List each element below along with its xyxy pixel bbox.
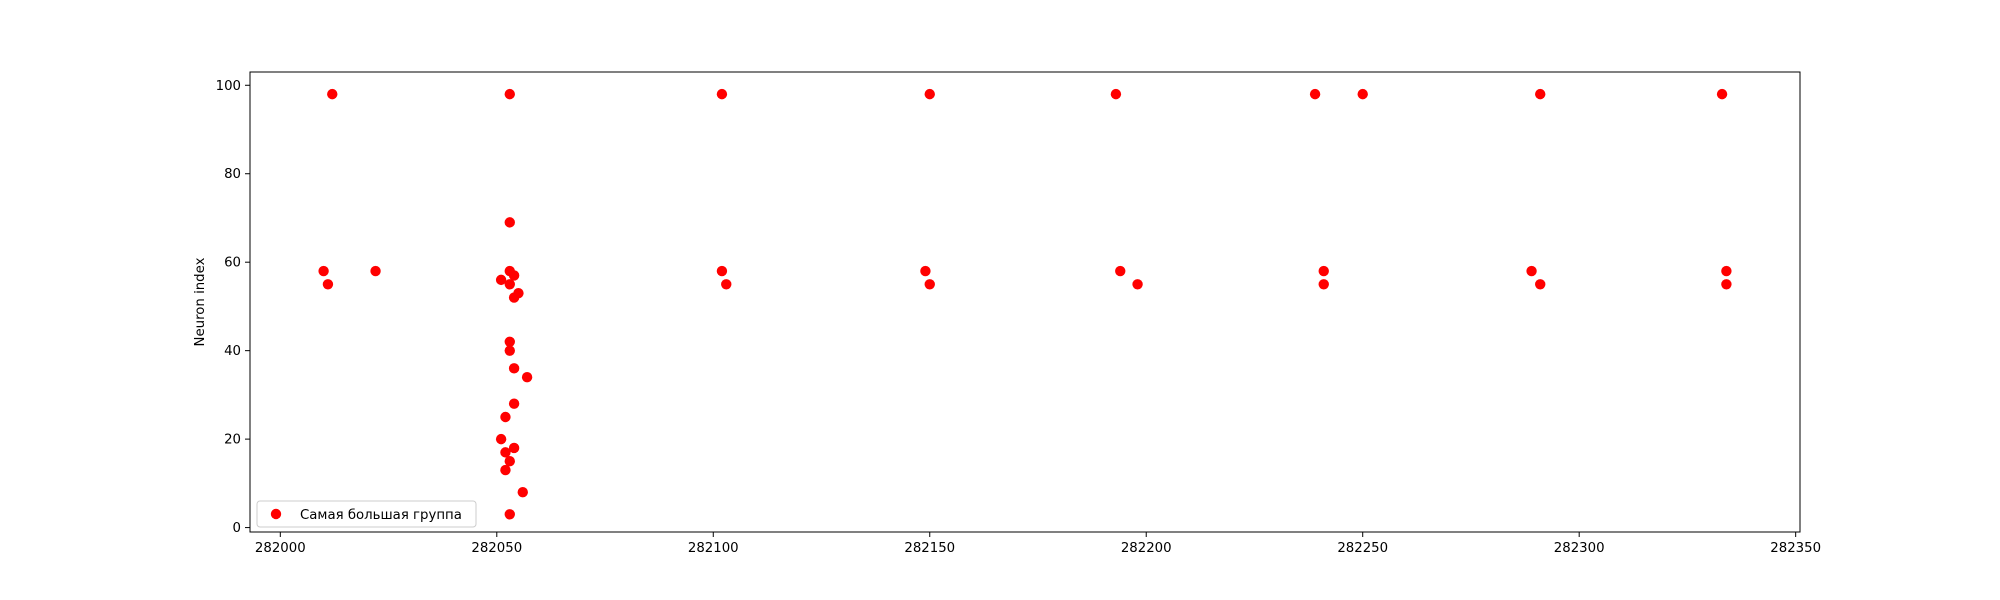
data-point <box>504 88 515 100</box>
data-point <box>1526 265 1537 277</box>
data-point <box>322 279 334 290</box>
data-point <box>721 279 732 290</box>
data-point <box>1721 265 1732 277</box>
data-point <box>1309 88 1321 100</box>
data-point <box>1318 279 1329 290</box>
data-point <box>1132 279 1143 290</box>
data-point <box>1318 265 1329 277</box>
data-point <box>508 270 520 281</box>
data-point <box>327 88 338 100</box>
x-tick-label: 282100 <box>688 541 739 556</box>
data-point <box>504 509 515 520</box>
data-point <box>370 265 381 277</box>
data-point <box>716 265 728 277</box>
data-point <box>508 363 520 374</box>
x-tick-label: 282300 <box>1554 541 1605 556</box>
data-point <box>920 265 931 277</box>
data-point <box>1721 279 1732 290</box>
legend-marker <box>270 508 282 520</box>
y-axis: 0 20 40 60 80 100 <box>216 79 250 536</box>
data-point <box>521 371 533 383</box>
data-point <box>495 433 507 445</box>
legend-label: Самая большая группа <box>300 507 462 523</box>
data-point <box>1110 88 1122 100</box>
data-point <box>318 265 329 277</box>
legend: Самая большая группа <box>256 500 477 528</box>
y-tick-label: 40 <box>224 344 241 359</box>
data-point <box>500 411 511 423</box>
legend-box <box>256 500 477 528</box>
data-point <box>504 456 515 467</box>
data-point <box>716 88 728 100</box>
data-point <box>924 279 935 290</box>
x-axis: 282000 282050 282100 282150 282200 282250 2823… <box>255 532 1821 556</box>
data-point <box>500 447 511 458</box>
data-point <box>504 217 515 228</box>
x-tick-label: 282050 <box>471 541 522 556</box>
data-point <box>1535 88 1546 100</box>
x-tick-label: 282250 <box>1337 541 1388 556</box>
data-point <box>508 398 520 409</box>
y-tick-label: 20 <box>224 433 241 448</box>
x-tick-label: 282150 <box>904 541 955 556</box>
plot-frame <box>249 71 1801 533</box>
data-point <box>924 88 935 100</box>
y-axis-label: Neuron index <box>193 257 208 346</box>
data-point <box>504 279 515 290</box>
y-tick-label: 100 <box>216 79 241 94</box>
data-point <box>1115 265 1126 277</box>
data-point <box>513 287 524 299</box>
x-tick-label: 282200 <box>1121 541 1172 556</box>
data-point <box>508 442 520 454</box>
data-point <box>500 464 511 476</box>
y-tick-label: 60 <box>224 256 241 271</box>
x-tick-label: 282000 <box>255 541 306 556</box>
data-point <box>517 486 528 498</box>
plot-area <box>318 88 1732 520</box>
data-point <box>495 274 507 286</box>
data-point <box>1716 88 1728 100</box>
y-tick-label: 80 <box>224 167 241 182</box>
y-tick-label: 0 <box>233 521 241 536</box>
data-point <box>504 336 515 348</box>
data-point <box>504 345 515 356</box>
x-tick-label: 282350 <box>1770 541 1821 556</box>
data-point <box>1357 88 1368 100</box>
data-point <box>1535 279 1546 290</box>
